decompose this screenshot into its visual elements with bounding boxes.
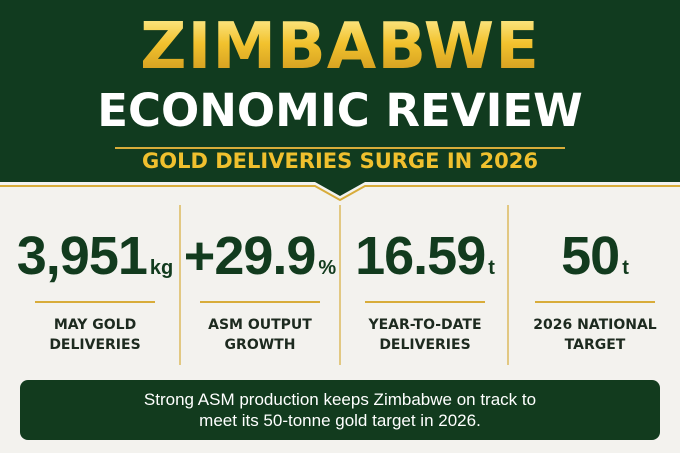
title: ZIMBABWE [0, 10, 680, 84]
stat-unit: kg [149, 257, 174, 279]
stat-value: 16.59 [355, 226, 486, 286]
stat-value: 50 [561, 226, 620, 286]
tagline: GOLD DELIVERIES SURGE IN 2026 [142, 149, 538, 173]
stat-value: +29.9 [183, 226, 317, 286]
stat-rule [535, 301, 655, 303]
subtitle: ECONOMIC REVIEW [97, 84, 583, 137]
stat-rule [35, 301, 155, 303]
footer-text: Strong ASM production keeps Zimbabwe on … [143, 390, 537, 430]
stat-value-row: +29.9% [175, 225, 345, 289]
footer-box: Strong ASM production keeps Zimbabwe on … [20, 380, 660, 440]
stat-value-row: 50 t [510, 225, 680, 289]
stat-value: 3,951 [16, 226, 148, 286]
stat-label: 2026 NATIONAL TARGET [533, 317, 657, 353]
stat-rule [365, 301, 485, 303]
stat-card: +29.9% ASM OUTPUT GROWTH [175, 205, 345, 365]
stat-card: 3,951 kg MAY GOLD DELIVERIES [10, 205, 180, 365]
stat-label: YEAR-TO-DATE DELIVERIES [368, 317, 482, 353]
header-edge [0, 185, 680, 202]
stat-card: 16.59 t YEAR-TO-DATE DELIVERIES [340, 205, 510, 365]
stat-card: 50 t 2026 NATIONAL TARGET [510, 205, 680, 365]
stat-label: MAY GOLD DELIVERIES [49, 317, 141, 353]
stat-unit: t [488, 257, 495, 279]
stat-rule [200, 301, 320, 303]
stat-unit: % [318, 257, 337, 279]
stat-label: ASM OUTPUT GROWTH [208, 317, 312, 353]
stat-value-row: 16.59 t [340, 225, 510, 289]
stat-unit: t [622, 257, 629, 279]
stat-value-row: 3,951 kg [10, 225, 180, 289]
